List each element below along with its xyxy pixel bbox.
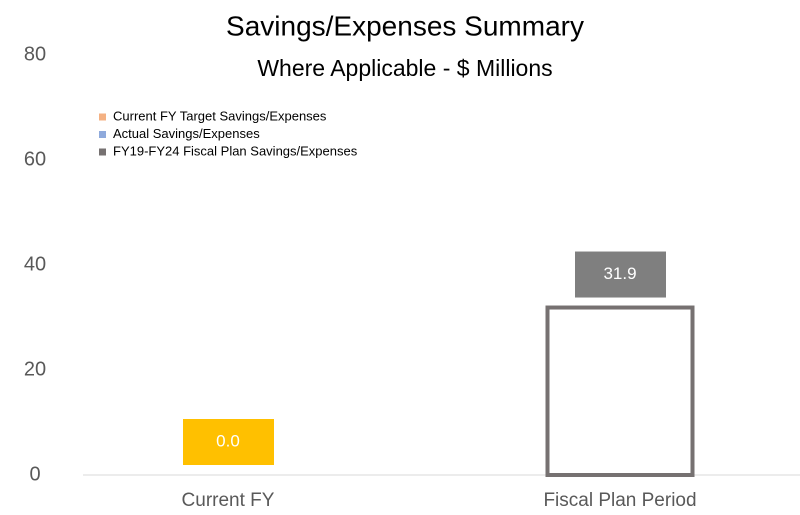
y-tick-label: 20 xyxy=(24,358,46,380)
y-tick-label: 40 xyxy=(24,253,46,275)
legend-swatch xyxy=(99,131,106,138)
x-tick-label: Current FY xyxy=(182,490,275,511)
data-label-box xyxy=(575,251,666,298)
data-label: 0.0 xyxy=(216,431,240,450)
y-tick-label: 60 xyxy=(24,148,46,170)
legend-label: FY19-FY24 Fiscal Plan Savings/Expenses xyxy=(113,143,358,158)
bar xyxy=(545,305,695,477)
legend-label: Current FY Target Savings/Expenses xyxy=(113,108,327,123)
data-label-box xyxy=(183,419,274,465)
data-label: 31.9 xyxy=(603,264,636,283)
x-tick-label: Fiscal Plan Period xyxy=(543,490,696,511)
chart-subtitle: Where Applicable - $ Millions xyxy=(257,55,552,81)
legend-label: Actual Savings/Expenses xyxy=(113,126,260,141)
chart-title: Savings/Expenses Summary xyxy=(226,10,584,41)
y-tick-label: 80 xyxy=(24,43,46,65)
y-tick-label: 0 xyxy=(29,463,40,485)
legend-swatch xyxy=(99,113,106,121)
legend-swatch xyxy=(99,148,106,156)
